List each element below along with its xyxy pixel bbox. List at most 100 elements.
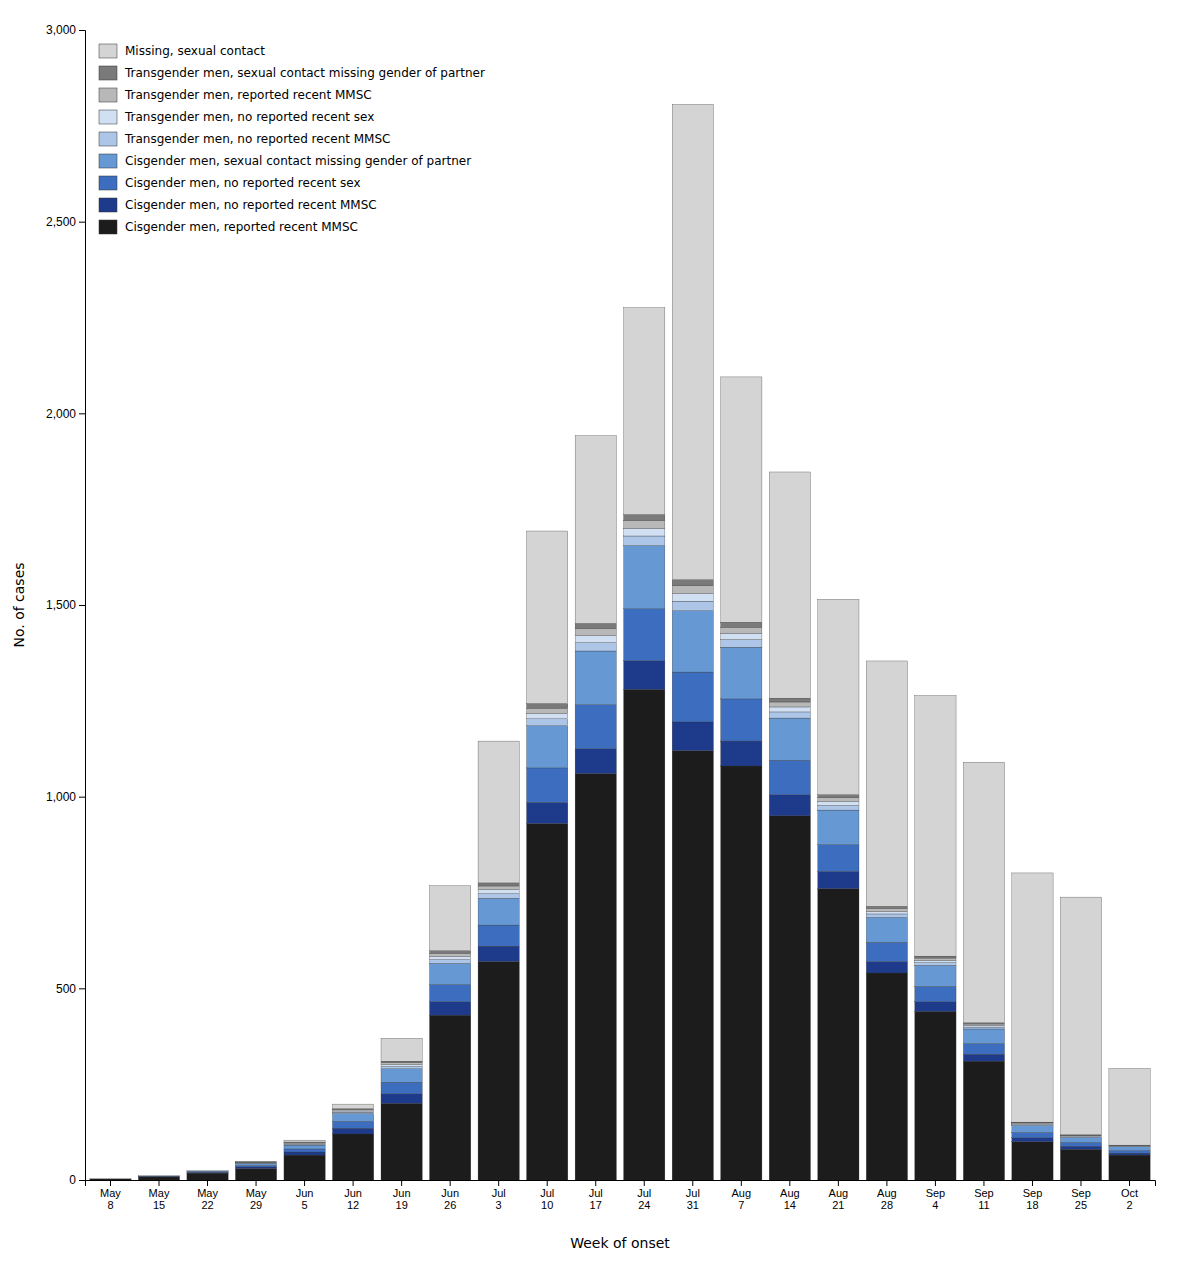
bar <box>818 802 859 806</box>
bar <box>1109 1146 1150 1147</box>
bar <box>381 1061 422 1063</box>
bar <box>915 695 956 956</box>
bar <box>381 1038 422 1061</box>
tick-label: 3,000 <box>46 23 76 37</box>
bar <box>575 623 616 628</box>
bar <box>575 705 616 749</box>
tick-label: 500 <box>56 982 76 996</box>
bar <box>963 1061 1004 1180</box>
x-tick: Aug28 <box>877 1180 897 1211</box>
bar <box>915 960 956 962</box>
bar <box>1060 1136 1101 1138</box>
tick-mark <box>353 1180 354 1186</box>
bar <box>866 911 907 914</box>
tick-mark <box>838 1180 839 1186</box>
x-tick: Jun26 <box>441 1180 459 1211</box>
bar <box>284 1149 325 1152</box>
bar <box>915 1002 956 1012</box>
tick-label: Jun26 <box>441 1187 459 1212</box>
tick-label: Aug21 <box>829 1187 849 1212</box>
bar <box>284 1143 325 1145</box>
tick-mark <box>886 1180 887 1186</box>
bar <box>90 1178 131 1179</box>
bar <box>624 528 665 536</box>
bar-series <box>235 104 1150 1162</box>
tick-label: Oct2 <box>1121 1187 1138 1212</box>
bar <box>527 824 568 1181</box>
tick-label: Jul31 <box>686 1187 700 1212</box>
bar <box>624 609 665 661</box>
bar <box>624 308 665 515</box>
tick-mark <box>692 1180 693 1186</box>
bar <box>430 953 471 956</box>
x-tick: Jul31 <box>686 1180 700 1211</box>
bar <box>963 1044 1004 1055</box>
bar-series <box>138 609 1150 1177</box>
legend-item: Cisgender men, no reported recent sex <box>99 176 361 190</box>
tick-label: 1,000 <box>46 790 76 804</box>
bar <box>478 883 519 886</box>
axis-line <box>86 1181 1156 1187</box>
bar <box>624 536 665 546</box>
tick-mark <box>304 1180 305 1186</box>
bar <box>721 622 762 627</box>
bar <box>381 1069 422 1082</box>
tick-label: Jun5 <box>296 1187 314 1212</box>
y-axis: 05001,0001,5002,0002,5003,000 <box>46 23 86 1187</box>
bar <box>672 722 713 751</box>
bar <box>866 906 907 908</box>
legend-label: Transgender men, no reported recent MMSC <box>124 132 390 146</box>
legend-label: Transgender men, no reported recent sex <box>124 110 374 124</box>
tick-mark <box>498 1180 499 1186</box>
bar <box>963 1054 1004 1061</box>
bar <box>1109 1145 1150 1146</box>
bar <box>527 719 568 726</box>
bar <box>672 672 713 722</box>
bar <box>866 914 907 917</box>
bar <box>90 1178 131 1179</box>
bar <box>430 951 471 954</box>
legend: Missing, sexual contactTransgender men, … <box>99 44 485 234</box>
bar <box>866 909 907 912</box>
bar <box>284 1144 325 1146</box>
bar <box>1012 1138 1053 1142</box>
bar <box>769 760 810 795</box>
bar <box>235 1167 276 1169</box>
bar <box>672 594 713 602</box>
bar <box>624 515 665 521</box>
bar <box>818 805 859 810</box>
bar <box>90 1178 131 1179</box>
bar <box>1060 1135 1101 1137</box>
legend-swatch <box>99 198 117 212</box>
tick-label: 0 <box>69 1173 76 1187</box>
bar <box>721 766 762 1180</box>
bar <box>672 104 713 579</box>
bar <box>381 1067 422 1069</box>
bar <box>1012 1142 1053 1180</box>
bar <box>769 698 810 702</box>
bar <box>187 1170 228 1172</box>
tick-label: 2,000 <box>46 407 76 421</box>
bar <box>332 1112 373 1114</box>
bar <box>1109 1155 1150 1180</box>
tick-label: 2,500 <box>46 215 76 229</box>
bar <box>963 1026 1004 1028</box>
y-tick: 2,500 <box>46 215 85 229</box>
x-tick: Jul10 <box>540 1180 554 1211</box>
bar <box>1109 1147 1150 1151</box>
bar <box>721 699 762 741</box>
bar <box>235 1165 276 1167</box>
bar <box>430 963 471 984</box>
bar <box>721 640 762 648</box>
tick-mark <box>159 1180 160 1186</box>
tick-mark <box>79 413 85 414</box>
legend-swatch <box>99 66 117 80</box>
tick-label: Jul3 <box>492 1187 506 1212</box>
bar <box>478 890 519 894</box>
bar <box>478 741 519 883</box>
bar <box>818 810 859 845</box>
x-tick: Jun5 <box>296 1180 314 1211</box>
bar <box>1012 873 1053 1122</box>
legend-swatch <box>99 88 117 102</box>
legend-item: Transgender men, no reported recent sex <box>99 110 374 124</box>
